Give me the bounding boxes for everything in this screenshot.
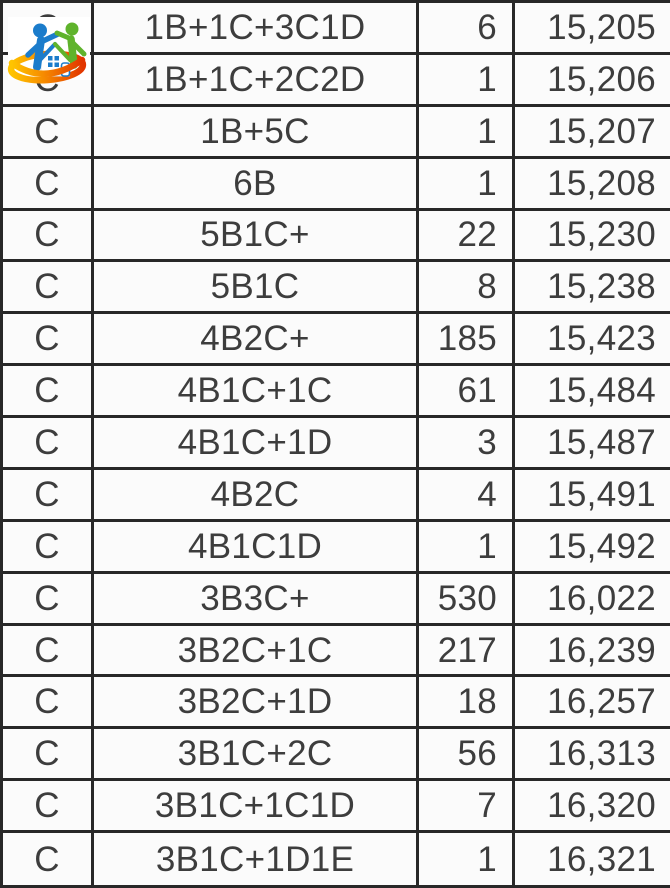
- table-cell-value: 16,022: [515, 573, 670, 626]
- table-cell-code: 3B2C+1C: [94, 625, 419, 678]
- table-cell-code: 3B1C+1D1E: [94, 833, 419, 885]
- table-cell-code: 1B+1C+3C1D: [94, 3, 419, 55]
- table-cell-count: 3: [419, 418, 515, 470]
- table-cell-value: 15,491: [515, 469, 670, 522]
- table-cell-value: 16,313: [515, 729, 670, 782]
- table-cell-count: 1: [419, 158, 515, 211]
- table-cell-value: 16,239: [515, 625, 670, 678]
- table-cell-category: C: [3, 210, 94, 263]
- table-cell-category: C: [3, 625, 94, 678]
- table-cell-count: 1: [419, 833, 515, 885]
- table-cell-category: C: [3, 262, 94, 315]
- table-cell-code: 3B3C+: [94, 573, 419, 626]
- table-cell-count: 1: [419, 54, 515, 107]
- table-cell-code: 3B2C+1D: [94, 677, 419, 730]
- table-cell-category: C: [3, 521, 94, 574]
- table-cell-category: C: [3, 677, 94, 730]
- table-cell-category: C: [3, 314, 94, 367]
- table-cell-value: 16,321: [515, 833, 670, 885]
- table-cell-category: C: [3, 729, 94, 782]
- table-cell-count: 18: [419, 677, 515, 730]
- table-cell-code: 3B1C+2C: [94, 729, 419, 782]
- table-cell-category: C: [3, 3, 94, 55]
- table-cell-code: 1B+5C: [94, 106, 419, 159]
- table-cell-code: 1B+1C+2C2D: [94, 54, 419, 107]
- table-cell-count: 7: [419, 781, 515, 834]
- table-cell-code: 3B1C+1C1D: [94, 781, 419, 834]
- table-cell-value: 15,207: [515, 106, 670, 159]
- table-cell-count: 8: [419, 262, 515, 315]
- table-cell-value: 15,423: [515, 314, 670, 367]
- table-cell-category: C: [3, 158, 94, 211]
- table-cell-category: C: [3, 106, 94, 159]
- table-cell-code: 4B2C+: [94, 314, 419, 367]
- table-cell-category: C: [3, 573, 94, 626]
- table-cell-category: C: [3, 418, 94, 470]
- table-cell-value: 15,484: [515, 366, 670, 419]
- table-cell-count: 217: [419, 625, 515, 678]
- table-cell-value: 16,320: [515, 781, 670, 834]
- table-cell-value: 15,487: [515, 418, 670, 470]
- table-cell-value: 15,208: [515, 158, 670, 211]
- table-cell-code: 5B1C+: [94, 210, 419, 263]
- table-cell-code: 4B2C: [94, 469, 419, 522]
- table-cell-count: 1: [419, 521, 515, 574]
- table-cell-category: C: [3, 469, 94, 522]
- table-cell-code: 4B1C1D: [94, 521, 419, 574]
- table-cell-code: 4B1C+1D: [94, 418, 419, 470]
- table-cell-category: C: [3, 54, 94, 107]
- table-cell-category: C: [3, 781, 94, 834]
- table-cell-count: 530: [419, 573, 515, 626]
- table-cell-count: 185: [419, 314, 515, 367]
- table-cell-count: 1: [419, 106, 515, 159]
- table-cell-value: 15,206: [515, 54, 670, 107]
- table-cell-count: 22: [419, 210, 515, 263]
- table-cell-value: 15,205: [515, 3, 670, 55]
- table-cell-category: C: [3, 366, 94, 419]
- table-cell-code: 6B: [94, 158, 419, 211]
- table-cell-category: C: [3, 833, 94, 885]
- table-cell-value: 15,238: [515, 262, 670, 315]
- table-cell-count: 61: [419, 366, 515, 419]
- table-cell-code: 5B1C: [94, 262, 419, 315]
- table-cell-count: 6: [419, 3, 515, 55]
- table-cell-value: 15,492: [515, 521, 670, 574]
- table-cell-value: 16,257: [515, 677, 670, 730]
- table-cell-value: 15,230: [515, 210, 670, 263]
- table-cell-count: 4: [419, 469, 515, 522]
- table-cell-code: 4B1C+1C: [94, 366, 419, 419]
- table-cell-count: 56: [419, 729, 515, 782]
